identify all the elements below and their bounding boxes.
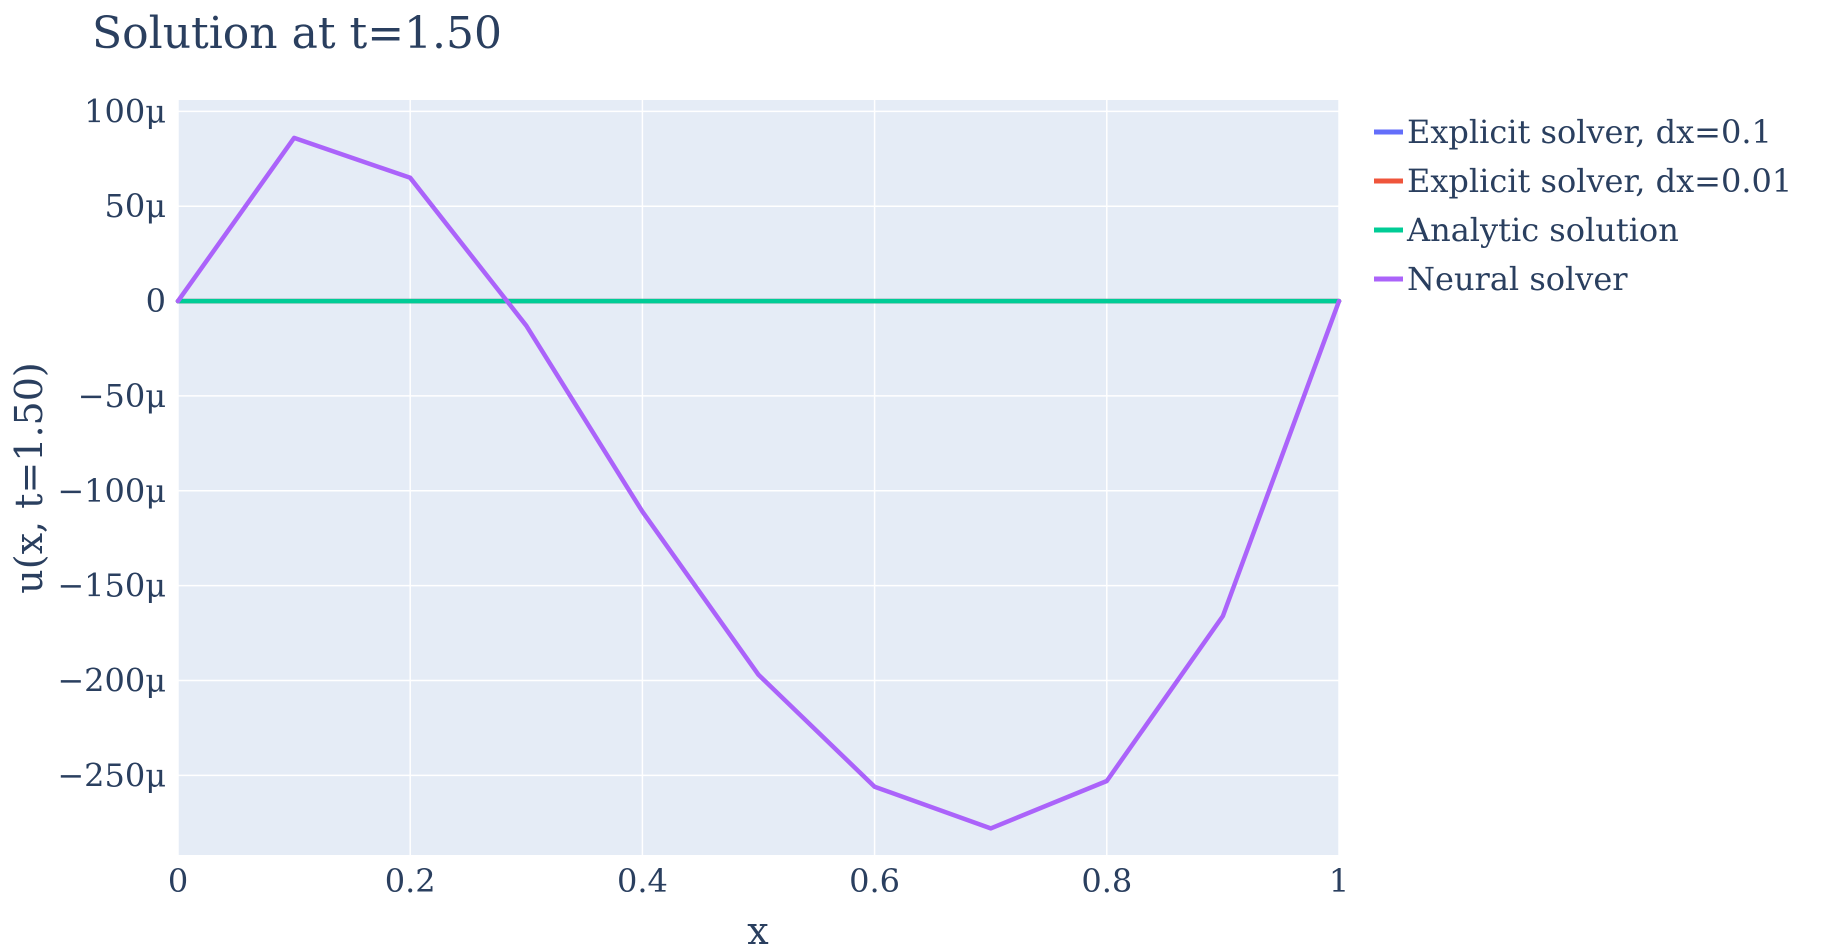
legend-label: Explicit solver, dx=0.01 [1407, 162, 1792, 200]
x-tick-label-4: 0.8 [1081, 862, 1132, 900]
legend-label: Neural solver [1407, 260, 1628, 298]
y-tick-label-0: 100μ [84, 92, 166, 130]
legend-item-analytic-solution[interactable]: Analytic solution [1374, 211, 1679, 249]
x-axis-ticks: 0 0.2 0.4 0.6 0.8 1 [168, 862, 1349, 900]
legend-item-explicit-solver-dx-0-01[interactable]: Explicit solver, dx=0.01 [1374, 162, 1792, 200]
y-tick-label-7: −250μ [57, 756, 166, 794]
x-tick-label-2: 0.4 [617, 862, 668, 900]
y-tick-label-2: 0 [146, 282, 166, 320]
legend-item-neural-solver[interactable]: Neural solver [1374, 260, 1628, 298]
x-tick-label-5: 1 [1329, 862, 1349, 900]
y-tick-label-3: −50μ [78, 377, 166, 415]
y-tick-label-6: −200μ [57, 661, 166, 699]
x-tick-label-3: 0.6 [849, 862, 900, 900]
y-tick-label-1: 50μ [104, 187, 166, 225]
series-lines [175, 135, 1342, 831]
y-tick-label-4: −100μ [57, 472, 166, 510]
x-tick-label-0: 0 [168, 862, 188, 900]
y-axis-ticks: 100μ 50μ 0 −50μ −100μ −150μ −200μ −250μ [57, 92, 166, 794]
x-tick-label-1: 0.2 [385, 862, 436, 900]
legend-label: Explicit solver, dx=0.1 [1407, 113, 1772, 151]
y-tick-label-5: −150μ [57, 567, 166, 605]
series-line-neural-solver [175, 135, 1342, 831]
y-axis-title: u(x, t=1.50) [7, 362, 51, 593]
x-axis-title: x [747, 909, 768, 952]
legend: Explicit solver, dx=0.1 Explicit solver, … [1374, 113, 1792, 298]
legend-label: Analytic solution [1406, 211, 1679, 249]
legend-item-explicit-solver-dx-0-1[interactable]: Explicit solver, dx=0.1 [1374, 113, 1772, 151]
plot-area [178, 100, 1339, 855]
chart-title: Solution at t=1.50 [92, 8, 502, 59]
